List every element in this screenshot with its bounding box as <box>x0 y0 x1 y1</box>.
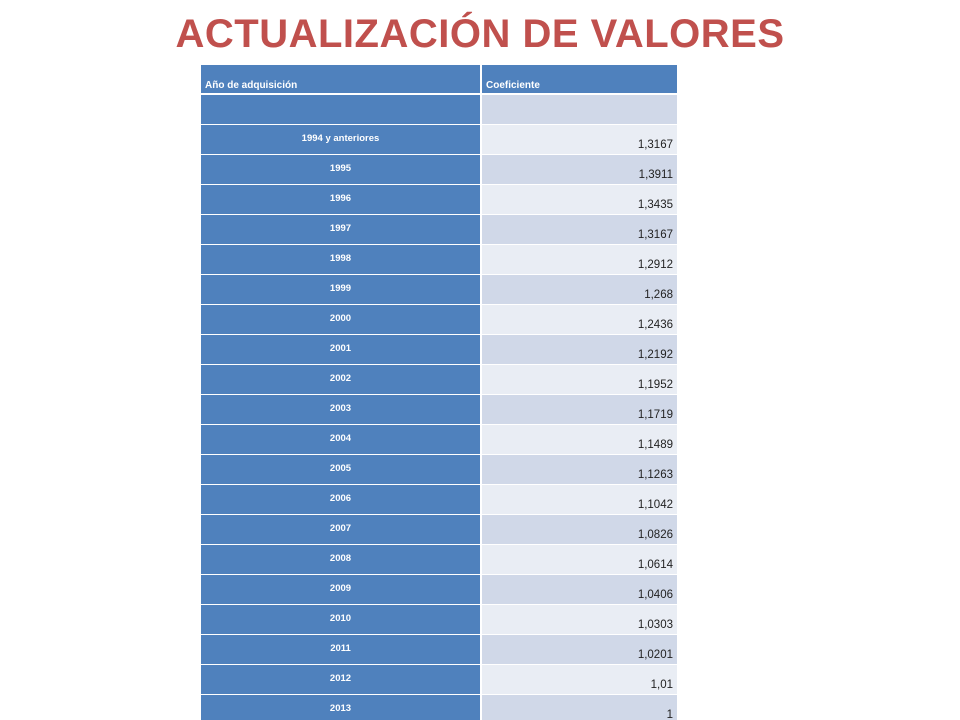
year-cell: 2007 <box>201 515 482 545</box>
year-cell: 2012 <box>201 665 482 695</box>
coefficient-cell: 1,1263 <box>482 455 677 485</box>
coefficient-cell: 1,0406 <box>482 575 677 605</box>
year-cell: 2011 <box>201 635 482 665</box>
coefficient-cell: 1,2192 <box>482 335 677 365</box>
coefficient-cell: 1 <box>482 695 677 720</box>
coefficient-cell: 1,2912 <box>482 245 677 275</box>
year-cell: 2013 <box>201 695 482 720</box>
table-row: 2003 1,1719 <box>201 395 677 425</box>
coefficient-cell: 1,0201 <box>482 635 677 665</box>
year-cell: 1995 <box>201 155 482 185</box>
coefficient-cell: 1,3911 <box>482 155 677 185</box>
year-cell: 2004 <box>201 425 482 455</box>
coefficient-cell: 1,1719 <box>482 395 677 425</box>
table-row: 2005 1,1263 <box>201 455 677 485</box>
year-cell: 1999 <box>201 275 482 305</box>
table-row <box>201 95 677 125</box>
coefficient-cell: 1,01 <box>482 665 677 695</box>
table-row: 2004 1,1489 <box>201 425 677 455</box>
year-cell: 1997 <box>201 215 482 245</box>
coefficient-table: Año de adquisición Coeficiente 1994 y an… <box>201 65 677 720</box>
table-row: 1994 y anteriores 1,3167 <box>201 125 677 155</box>
coefficient-cell: 1,1042 <box>482 485 677 515</box>
year-cell: 2009 <box>201 575 482 605</box>
coefficient-cell: 1,0303 <box>482 605 677 635</box>
table-row: 1996 1,3435 <box>201 185 677 215</box>
header-coefficient: Coeficiente <box>482 65 677 95</box>
coefficient-cell: 1,0826 <box>482 515 677 545</box>
table-row: 1997 1,3167 <box>201 215 677 245</box>
year-cell: 2000 <box>201 305 482 335</box>
year-cell: 2002 <box>201 365 482 395</box>
year-cell: 2010 <box>201 605 482 635</box>
table-row: 2008 1,0614 <box>201 545 677 575</box>
coefficient-cell: 1,3435 <box>482 185 677 215</box>
year-cell: 2001 <box>201 335 482 365</box>
table-row: 1999 1,268 <box>201 275 677 305</box>
table-row: 2012 1,01 <box>201 665 677 695</box>
year-cell: 1998 <box>201 245 482 275</box>
year-cell <box>201 95 482 125</box>
coefficient-cell: 1,1489 <box>482 425 677 455</box>
table-row: 1995 1,3911 <box>201 155 677 185</box>
coefficient-cell: 1,1952 <box>482 365 677 395</box>
coefficient-cell: 1,0614 <box>482 545 677 575</box>
table-row: 2013 1 <box>201 695 677 720</box>
coefficient-cell <box>482 95 677 125</box>
year-cell: 2005 <box>201 455 482 485</box>
table-row: 2007 1,0826 <box>201 515 677 545</box>
table-header-row: Año de adquisición Coeficiente <box>201 65 677 95</box>
table-row: 2011 1,0201 <box>201 635 677 665</box>
year-cell: 1996 <box>201 185 482 215</box>
table-row: 2000 1,2436 <box>201 305 677 335</box>
table-row: 2002 1,1952 <box>201 365 677 395</box>
year-cell: 2008 <box>201 545 482 575</box>
coefficient-cell: 1,3167 <box>482 215 677 245</box>
coefficient-cell: 1,2436 <box>482 305 677 335</box>
table-row: 2001 1,2192 <box>201 335 677 365</box>
header-year: Año de adquisición <box>201 65 482 95</box>
year-cell: 1994 y anteriores <box>201 125 482 155</box>
table-body: 1994 y anteriores 1,3167 1995 1,3911 1996 1,3… <box>201 95 677 720</box>
table-row: 2009 1,0406 <box>201 575 677 605</box>
table-row: 2010 1,0303 <box>201 605 677 635</box>
table-row: 2006 1,1042 <box>201 485 677 515</box>
table-row: 1998 1,2912 <box>201 245 677 275</box>
year-cell: 2003 <box>201 395 482 425</box>
year-cell: 2006 <box>201 485 482 515</box>
coefficient-cell: 1,3167 <box>482 125 677 155</box>
coefficient-cell: 1,268 <box>482 275 677 305</box>
page-title: ACTUALIZACIÓN DE VALORES <box>175 12 785 56</box>
